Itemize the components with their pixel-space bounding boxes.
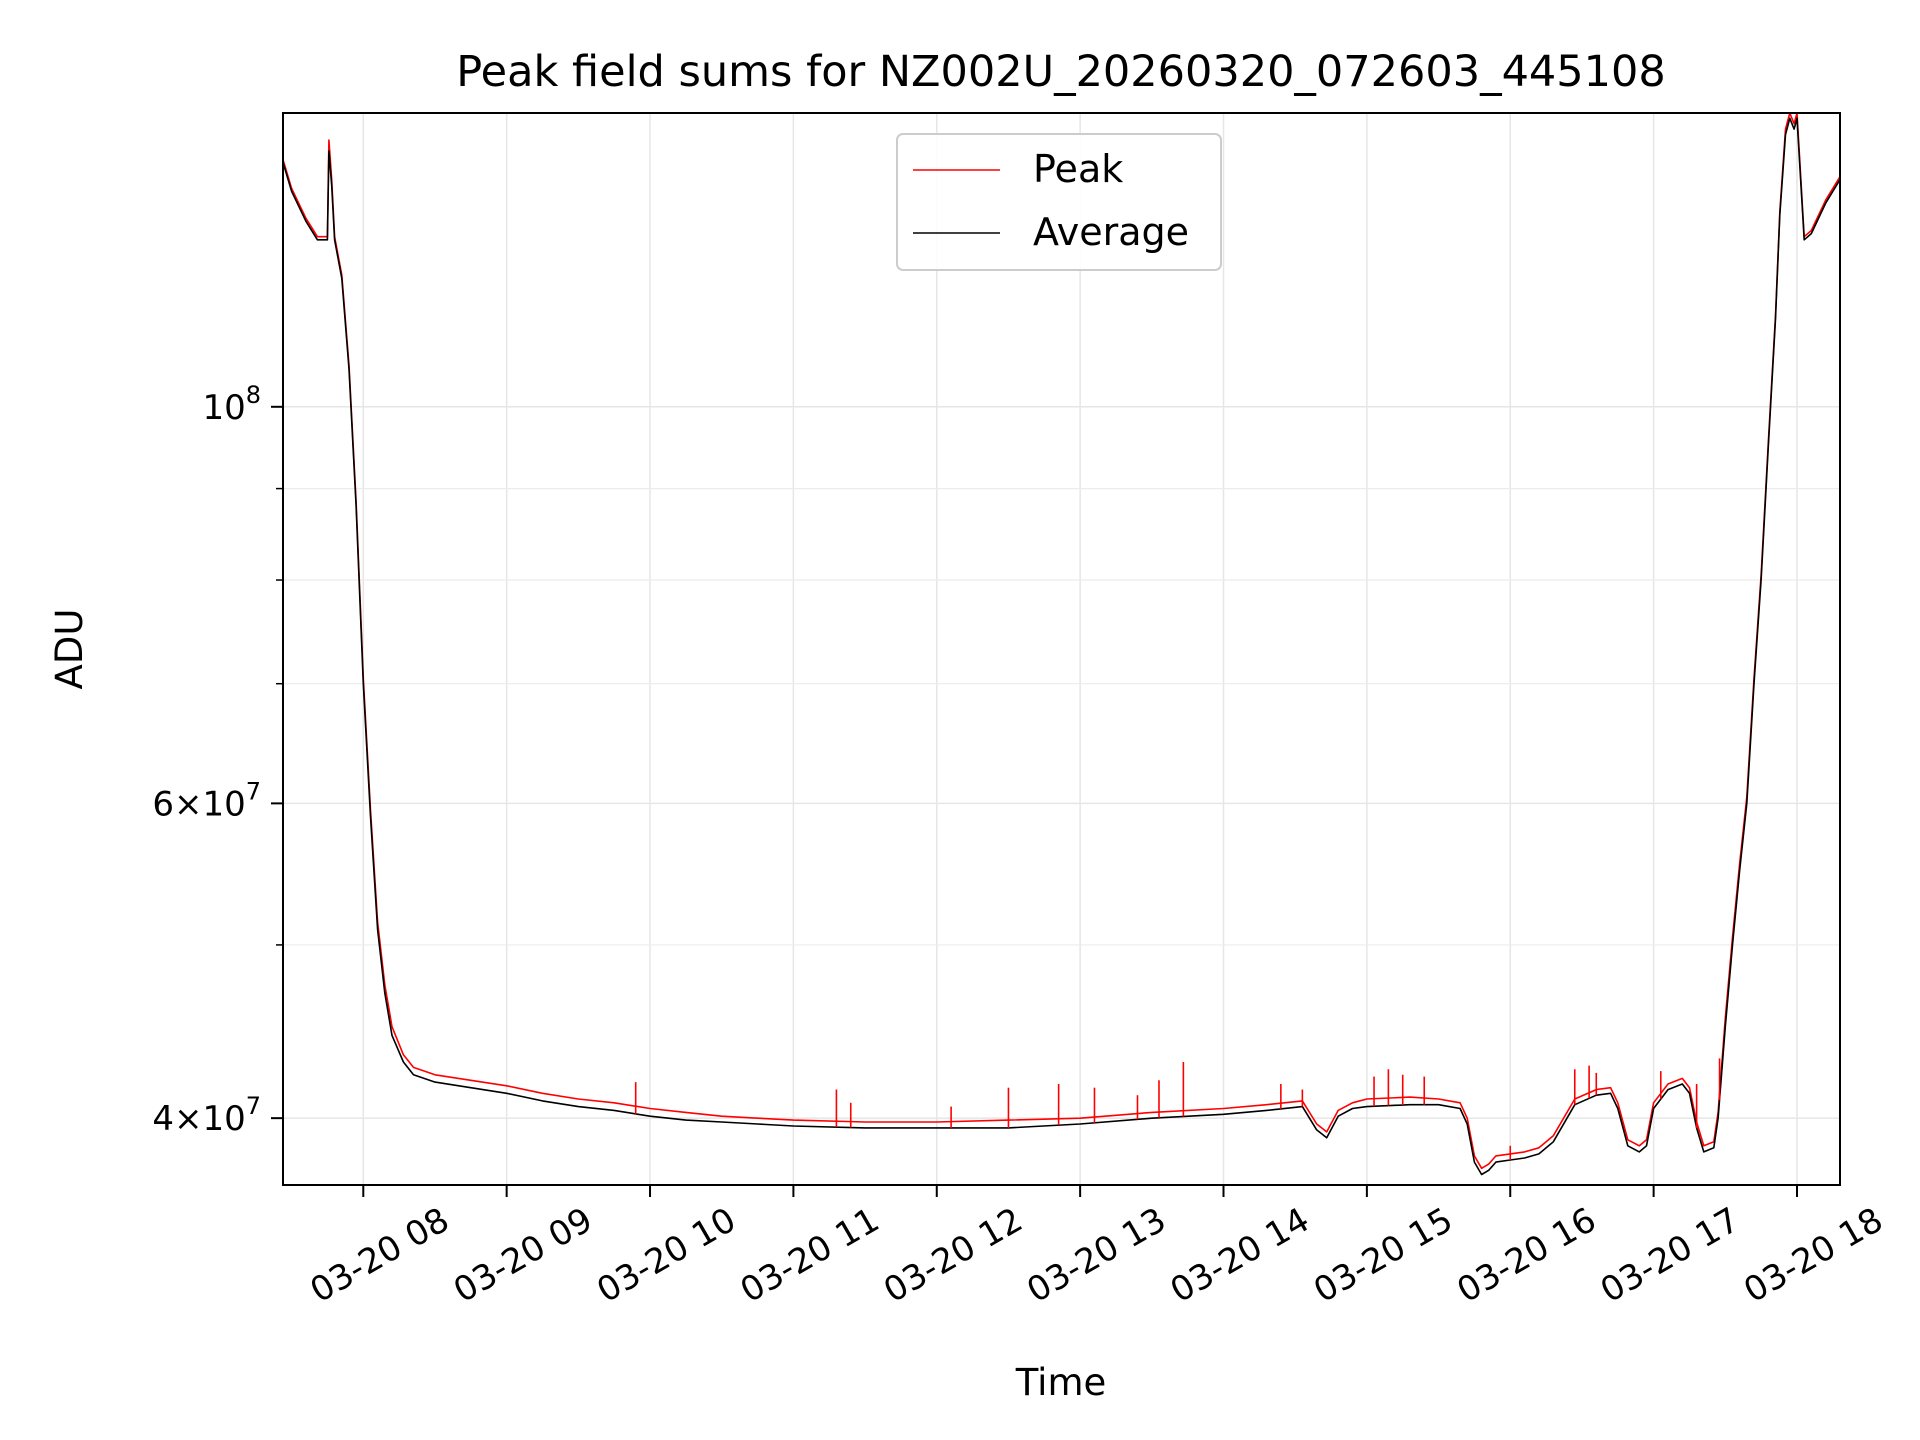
plot-area-frame [282,112,1841,1186]
grid-lines [283,113,1840,1185]
y-tick-label: 4×107 [152,1092,261,1139]
series-line-average [283,117,1840,1176]
legend-label-average: Average [1033,210,1189,254]
series-layer [283,113,1840,1176]
legend: Peak Average [896,133,1222,271]
legend-box [896,133,1222,271]
legend-label-peak: Peak [1033,147,1123,191]
chart-title: Peak field sums for NZ002U_20260320_0726… [456,47,1665,97]
y-axis-label: ADU [48,609,91,690]
x-axis-label: Time [1015,1361,1107,1404]
y-tick-label: 6×107 [152,777,261,824]
